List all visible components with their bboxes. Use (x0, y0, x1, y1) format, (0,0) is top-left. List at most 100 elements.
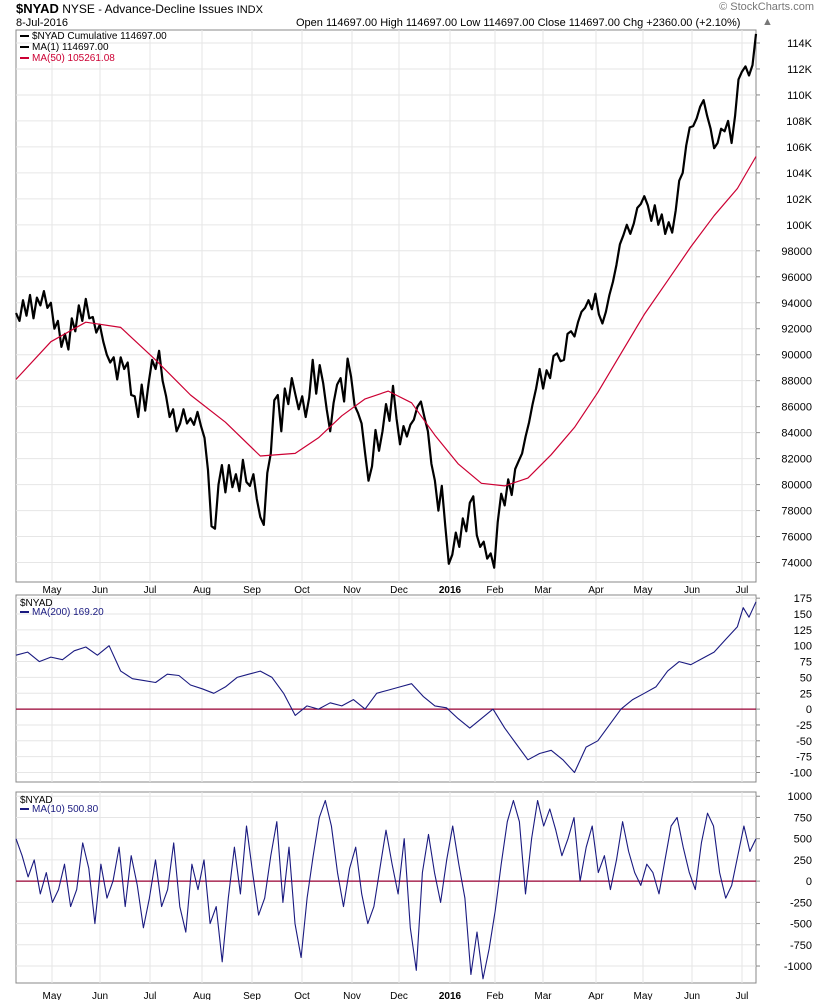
y-tick-label: 96000 (781, 272, 812, 284)
y-tick-label: 78000 (781, 506, 812, 518)
y-tick-label: 175 (794, 593, 812, 605)
y-tick-label: 150 (794, 609, 812, 621)
y-tick-label: 90000 (781, 350, 812, 362)
x-tick-label: Apr (588, 991, 604, 1000)
x-tick-label: Jun (92, 585, 108, 596)
ma-10--line (15, 799, 757, 980)
instrument-name: Advance-Decline Issues (104, 2, 234, 16)
x-tick-label: Apr (588, 585, 604, 596)
y-tick-label: 114K (787, 38, 813, 50)
chart-header-left: $NYAD NYSE - Advance-Decline Issues INDX (16, 1, 263, 16)
y-tick-label: 106K (786, 142, 812, 154)
panel-title: $NYAD (20, 598, 53, 609)
watermark: © StockCharts.com (719, 1, 814, 13)
legend-label: MA(10) 500.80 (32, 804, 99, 815)
x-tick-label: Oct (294, 585, 310, 596)
-nyad-cumulative-line (14, 33, 758, 569)
x-tick-label: Jul (144, 585, 157, 596)
y-tick-label: 0 (806, 876, 812, 888)
y-tick-label: 108K (786, 116, 812, 128)
y-tick-label: 112K (787, 64, 813, 76)
y-tick-label: -500 (790, 919, 812, 931)
x-tick-label: Aug (193, 991, 211, 1000)
x-tick-label: May (634, 585, 653, 596)
y-tick-label: 110K (787, 90, 813, 102)
panel-2: -100 -75 -50 -25 0 25 50 75 100 125 150 175 $NYADMA(… (15, 593, 812, 783)
y-tick-label: -750 (790, 940, 812, 952)
x-tick-label: May (43, 991, 62, 1000)
x-tick-label: Jun (92, 991, 108, 1000)
x-tick-label: 2016 (439, 991, 462, 1000)
legend-label: MA(200) 169.20 (32, 607, 104, 618)
y-tick-label: -75 (796, 752, 812, 764)
y-tick-label: 25 (800, 688, 812, 700)
x-tick-label: Dec (390, 991, 408, 1000)
instrument-type: INDX (236, 4, 263, 16)
y-tick-label: -50 (796, 736, 812, 748)
x-tick-label: Jul (144, 991, 157, 1000)
y-tick-label: -1000 (784, 961, 812, 973)
y-tick-label: 80000 (781, 480, 812, 492)
y-tick-label: 75 (800, 657, 812, 669)
panel-3: -1000 -750 -500 -250 0 250 500 750 1000 $NYADMA(1… (15, 791, 812, 984)
x-tick-label: Feb (486, 991, 504, 1000)
y-tick-label: 74000 (781, 558, 812, 570)
y-tick-label: 1000 (788, 791, 812, 803)
y-tick-label: 92000 (781, 324, 812, 336)
y-tick-label: 50 (800, 672, 812, 684)
y-tick-label: 84000 (781, 428, 812, 440)
y-tick-label: -100 (790, 767, 812, 779)
panel-frame (15, 594, 757, 783)
y-tick-label: 500 (794, 834, 812, 846)
x-tick-label: Jun (684, 991, 700, 1000)
symbol-label: $NYAD (16, 1, 59, 16)
y-tick-label: 98000 (781, 246, 812, 258)
exchange-label: NYSE (62, 2, 95, 16)
x-tick-label: Feb (486, 585, 504, 596)
panel-title: $NYAD (20, 795, 53, 806)
x-tick-label: Nov (343, 585, 361, 596)
x-tick-label: 2016 (439, 585, 462, 596)
y-tick-label: 94000 (781, 298, 812, 310)
ma-50--line (15, 156, 757, 487)
y-tick-label: 0 (806, 704, 812, 716)
x-tick-label: May (634, 991, 653, 1000)
y-tick-label: 125 (794, 625, 812, 637)
x-tick-label: Sep (243, 585, 261, 596)
legend-label: $NYAD Cumulative 114697.00 (32, 31, 167, 42)
date-label: 8-Jul-2016 (16, 17, 68, 29)
y-tick-label: 104K (786, 168, 812, 180)
legend-label: MA(50) 105261.08 (32, 53, 115, 64)
triangle-up-icon[interactable]: ▲ (762, 16, 773, 28)
x-tick-label: Jul (736, 991, 749, 1000)
x-tick-label: Oct (294, 991, 310, 1000)
y-tick-label: 250 (794, 855, 812, 867)
y-tick-label: 102K (786, 194, 812, 206)
legend-label: MA(1) 114697.00 (32, 42, 109, 53)
x-tick-label: Aug (193, 585, 211, 596)
y-tick-label: 750 (794, 812, 812, 824)
quote-bar: Open 114697.00 High 114697.00 Low 114697… (296, 17, 741, 29)
x-tick-label: Sep (243, 991, 261, 1000)
y-tick-label: 100 (794, 641, 812, 653)
panel-frame (15, 29, 757, 583)
y-tick-label: 88000 (781, 376, 812, 388)
panel-1: 74000 76000 78000 80000 82000 84000 86000 88000… (14, 29, 813, 583)
y-tick-label: 86000 (781, 402, 812, 414)
y-tick-label: -250 (790, 897, 812, 909)
x-tick-label: May (43, 585, 62, 596)
y-tick-label: 76000 (781, 532, 812, 544)
x-tick-label: Jul (736, 585, 749, 596)
y-tick-label: -25 (796, 720, 812, 732)
x-tick-label: Dec (390, 585, 408, 596)
y-tick-label: 82000 (781, 454, 812, 466)
x-tick-label: Nov (343, 991, 361, 1000)
x-tick-label: Jun (684, 585, 700, 596)
x-tick-label: Mar (534, 991, 552, 1000)
panel-frame (15, 791, 757, 984)
x-tick-label: Mar (534, 585, 552, 596)
